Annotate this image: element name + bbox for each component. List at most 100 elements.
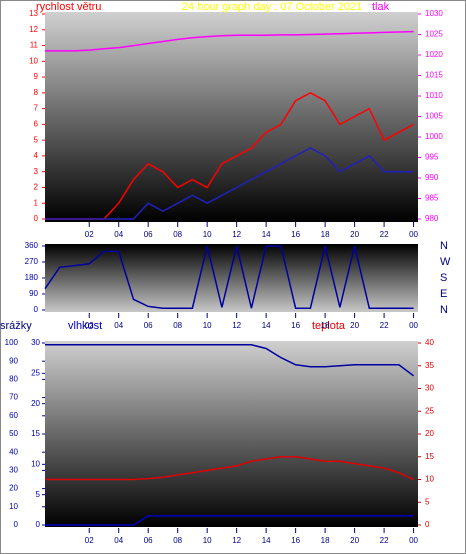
tick-label: 990 xyxy=(425,173,439,182)
tick-label: 11 xyxy=(30,41,39,50)
series-line xyxy=(45,30,414,52)
y-axis-label: vlhkost xyxy=(68,320,102,332)
x-tick-label: 22 xyxy=(380,321,389,330)
tick-label: 180 xyxy=(25,273,39,282)
x-tick-label: 22 xyxy=(380,536,389,545)
tick-label: 1025 xyxy=(425,30,443,39)
tick-label: 40 xyxy=(425,338,434,347)
x-tick-label: 20 xyxy=(350,321,359,330)
tick-label: 30 xyxy=(425,384,434,393)
x-tick-label: 06 xyxy=(144,536,153,545)
tick-label: 30 xyxy=(31,338,40,347)
tick-label: 1000 xyxy=(425,132,443,141)
x-tick-label: 16 xyxy=(291,536,300,545)
tick-label: 4 xyxy=(34,151,39,160)
y3-axis-label: srážky xyxy=(0,320,32,332)
x-tick-label: 04 xyxy=(114,230,123,239)
direction-label: E xyxy=(440,288,447,300)
tick-label: 20 xyxy=(425,429,434,438)
x-tick-label: 22 xyxy=(380,230,389,239)
tick-label: 10 xyxy=(9,502,18,511)
tick-label: 30 xyxy=(9,466,18,475)
tick-label: 10 xyxy=(29,56,38,65)
tick-label: 5 xyxy=(36,490,41,499)
x-tick-label: 10 xyxy=(203,536,212,545)
tick-label: 980 xyxy=(425,214,439,223)
x-tick-label: 16 xyxy=(291,321,300,330)
tick-label: 13 xyxy=(29,9,38,18)
x-tick-label: 02 xyxy=(85,230,94,239)
x-tick-label: 04 xyxy=(114,321,123,330)
x-tick-label: 10 xyxy=(203,321,212,330)
x-tick-label: 08 xyxy=(173,536,182,545)
y2-axis-label: tlak xyxy=(372,1,390,13)
tick-label: 100 xyxy=(5,338,19,347)
chart-title: 24 hour graph day : 07 October 2021 xyxy=(182,1,362,13)
tick-label: 90 xyxy=(29,289,38,298)
x-tick-label: 04 xyxy=(114,536,123,545)
series-line xyxy=(45,147,414,220)
x-tick-label: 18 xyxy=(321,321,330,330)
tick-label: 0 xyxy=(36,520,41,529)
series-line xyxy=(45,515,414,526)
tick-label: 8 xyxy=(34,88,39,97)
tick-label: 12 xyxy=(29,25,38,34)
tick-label: 40 xyxy=(9,447,18,456)
x-tick-label: 18 xyxy=(321,536,330,545)
tick-label: 1030 xyxy=(425,9,443,18)
tick-label: 985 xyxy=(425,194,439,203)
tick-label: 50 xyxy=(9,429,18,438)
tick-label: 9 xyxy=(34,72,39,81)
tick-label: 20 xyxy=(9,484,18,493)
x-tick-label: 20 xyxy=(350,230,359,239)
x-tick-label: 00 xyxy=(409,536,418,545)
tick-label: 80 xyxy=(9,375,18,384)
x-tick-label: 14 xyxy=(262,230,271,239)
x-tick-label: 12 xyxy=(232,230,241,239)
tick-label: 1015 xyxy=(425,71,443,80)
tick-label: 90 xyxy=(9,356,18,365)
tick-label: 70 xyxy=(9,393,18,402)
x-tick-label: 08 xyxy=(173,230,182,239)
direction-label: N xyxy=(440,240,448,252)
tick-label: 25 xyxy=(425,406,434,415)
tick-label: 1020 xyxy=(425,50,443,59)
x-tick-label: 14 xyxy=(262,536,271,545)
tick-label: 0 xyxy=(34,214,39,223)
plot-area xyxy=(45,341,418,527)
tick-label: 1010 xyxy=(425,91,443,100)
tick-label: 270 xyxy=(25,257,39,266)
x-tick-label: 10 xyxy=(203,230,212,239)
x-tick-label: 00 xyxy=(409,321,418,330)
tick-label: 6 xyxy=(34,119,39,128)
x-tick-label: 16 xyxy=(291,230,300,239)
x-tick-label: 00 xyxy=(409,230,418,239)
tick-label: 0 xyxy=(14,520,19,529)
tick-label: 5 xyxy=(425,497,430,506)
tick-label: 2 xyxy=(34,183,39,192)
tick-label: 0 xyxy=(34,305,39,314)
x-tick-label: 12 xyxy=(232,321,241,330)
y2-axis-label: teplota xyxy=(312,320,346,332)
tick-label: 25 xyxy=(31,368,40,377)
y-axis-label: rychlost větru xyxy=(36,1,101,13)
tick-label: 7 xyxy=(34,104,39,113)
tick-label: 995 xyxy=(425,153,439,162)
series-line xyxy=(44,245,414,309)
tick-label: 60 xyxy=(9,411,18,420)
x-tick-label: 08 xyxy=(173,321,182,330)
tick-label: 0 xyxy=(425,520,430,529)
tick-label: 15 xyxy=(425,452,434,461)
tick-label: 360 xyxy=(25,241,39,250)
series-line xyxy=(45,344,415,377)
series-line xyxy=(45,456,414,481)
x-tick-label: 12 xyxy=(232,536,241,545)
tick-label: 20 xyxy=(31,399,40,408)
tick-label: 1005 xyxy=(425,112,443,121)
x-tick-label: 06 xyxy=(144,230,153,239)
x-tick-label: 06 xyxy=(144,321,153,330)
x-tick-label: 02 xyxy=(85,321,94,330)
x-tick-label: 20 xyxy=(350,536,359,545)
direction-label: W xyxy=(440,256,451,268)
